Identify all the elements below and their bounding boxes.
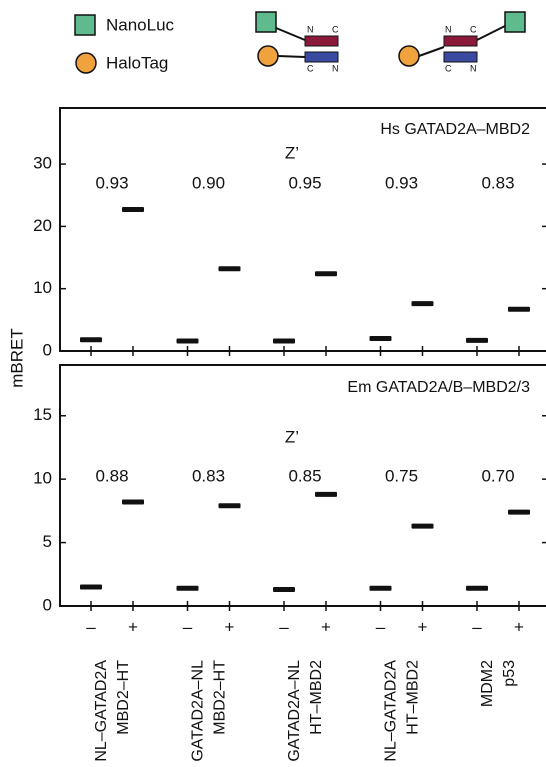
z-label: Z’ bbox=[285, 143, 299, 162]
data-point bbox=[122, 207, 144, 213]
group-label: MBD2–HT bbox=[212, 660, 229, 735]
group-label: MBD2–HT bbox=[115, 660, 132, 735]
x-tick-label: + bbox=[418, 617, 428, 636]
data-point bbox=[466, 585, 488, 591]
linker bbox=[418, 46, 445, 57]
domain bbox=[443, 51, 478, 63]
x-tick-label: + bbox=[321, 617, 331, 636]
axis-frame bbox=[59, 364, 546, 607]
nanoluc-icon bbox=[504, 11, 526, 33]
linker bbox=[476, 25, 506, 41]
x-tick-label: – bbox=[376, 617, 386, 636]
x-tick-label: + bbox=[514, 617, 524, 636]
y-tick-label: 10 bbox=[33, 469, 52, 488]
data-point bbox=[176, 585, 199, 591]
terminus-label: N bbox=[445, 24, 452, 34]
data-point bbox=[80, 337, 102, 343]
data-point bbox=[176, 338, 199, 344]
terminus-label: C bbox=[332, 24, 339, 34]
data-point bbox=[122, 499, 144, 505]
data-point bbox=[80, 584, 102, 590]
y-tick-label: 5 bbox=[43, 532, 52, 551]
halotag-icon bbox=[257, 45, 279, 67]
schematic: N C C N bbox=[398, 11, 526, 73]
axis-frame bbox=[59, 107, 546, 352]
x-tick-label: – bbox=[183, 617, 193, 636]
group-label: GATAD2A–NL bbox=[286, 660, 303, 762]
terminus-label: N bbox=[470, 63, 477, 73]
halotag-icon bbox=[398, 45, 420, 67]
group-label: MDM2 bbox=[479, 660, 496, 707]
legend-swatch bbox=[74, 14, 96, 36]
data-point bbox=[508, 509, 530, 515]
group-label: GATAD2A–NL bbox=[190, 660, 207, 762]
panel-title: Em GATAD2A/B–MBD2/3 bbox=[347, 379, 530, 396]
data-point bbox=[369, 336, 392, 342]
y-tick-label: 0 bbox=[43, 595, 52, 614]
terminus-label: N bbox=[307, 24, 314, 34]
linker bbox=[275, 27, 306, 41]
data-point bbox=[508, 306, 530, 312]
data-point bbox=[273, 587, 295, 593]
x-tick-label: + bbox=[128, 617, 138, 636]
data-point bbox=[218, 503, 241, 509]
x-tick-label: – bbox=[279, 617, 289, 636]
data-point bbox=[315, 491, 337, 497]
legend-swatch bbox=[75, 52, 97, 74]
domain bbox=[304, 51, 339, 63]
data-point bbox=[411, 301, 434, 307]
linker bbox=[277, 55, 306, 58]
x-tick-label: + bbox=[225, 617, 235, 636]
y-tick-label: 20 bbox=[33, 216, 52, 235]
data-point bbox=[411, 523, 434, 529]
z-value: 0.93 bbox=[385, 173, 418, 192]
z-value: 0.85 bbox=[288, 466, 321, 485]
z-value: 0.75 bbox=[385, 466, 418, 485]
z-value: 0.90 bbox=[192, 173, 225, 192]
terminus-label: C bbox=[307, 63, 314, 73]
group-label: NL–GATAD2A bbox=[93, 660, 110, 762]
z-value: 0.70 bbox=[481, 466, 514, 485]
legend-label: NanoLuc bbox=[106, 15, 175, 34]
data-point bbox=[273, 338, 295, 344]
terminus-label: C bbox=[445, 63, 452, 73]
legend-label: HaloTag bbox=[106, 53, 168, 72]
data-point bbox=[315, 271, 337, 277]
terminus-label: C bbox=[470, 24, 477, 34]
domain bbox=[304, 35, 339, 47]
data-point bbox=[466, 337, 488, 343]
z-value: 0.83 bbox=[192, 466, 225, 485]
group-label: HT–MBD2 bbox=[405, 660, 422, 735]
z-label: Z’ bbox=[285, 427, 299, 446]
group-label: HT–MBD2 bbox=[308, 660, 325, 735]
y-axis-label: mBRET bbox=[7, 328, 26, 388]
schematic: N C C N bbox=[255, 11, 339, 73]
terminus-label: N bbox=[332, 63, 339, 73]
data-point bbox=[218, 266, 241, 272]
z-value: 0.88 bbox=[95, 466, 128, 485]
data-point bbox=[369, 585, 392, 591]
z-value: 0.83 bbox=[481, 173, 514, 192]
domain bbox=[443, 35, 478, 47]
group-label: p53 bbox=[501, 660, 518, 687]
nanoluc-icon bbox=[255, 11, 277, 33]
y-tick-label: 0 bbox=[43, 340, 52, 359]
z-value: 0.93 bbox=[95, 173, 128, 192]
y-tick-label: 15 bbox=[33, 405, 52, 424]
group-label: NL–GATAD2A bbox=[383, 660, 400, 762]
panel-title: Hs GATAD2A–MBD2 bbox=[380, 121, 530, 138]
y-tick-label: 10 bbox=[33, 278, 52, 297]
x-tick-label: – bbox=[86, 617, 96, 636]
z-value: 0.95 bbox=[288, 173, 321, 192]
y-tick-label: 30 bbox=[33, 154, 52, 173]
x-tick-label: – bbox=[472, 617, 482, 636]
